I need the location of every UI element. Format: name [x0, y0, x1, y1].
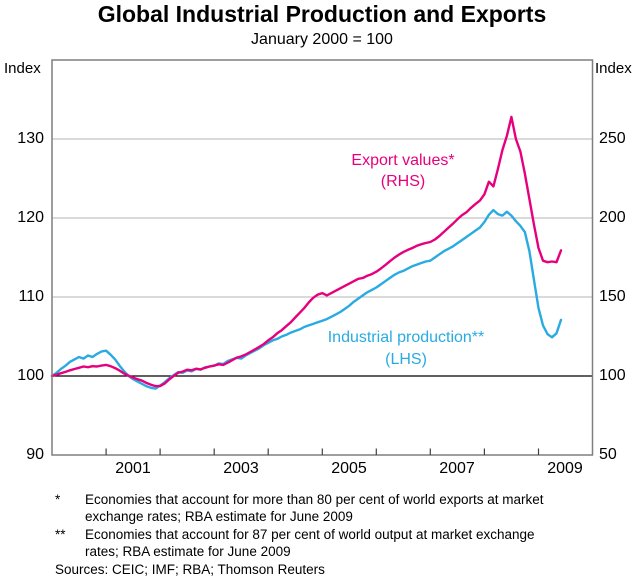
- right-axis-unit-label: Index: [595, 60, 632, 77]
- footnote-marker-exports: *: [55, 492, 61, 507]
- chart-title: Global Industrial Production and Exports: [97, 1, 547, 27]
- right-axis-tick-label: 150: [599, 288, 626, 305]
- industrial-production-series-label: Industrial production**: [327, 329, 485, 346]
- x-axis-year-label: 2009: [547, 460, 583, 477]
- x-axis-year-label: 2007: [439, 460, 475, 477]
- footnote-exports: * Economies that account for more than 8…: [55, 491, 560, 526]
- right-axis-tick-label: 100: [599, 367, 626, 384]
- footnote-marker-output: **: [55, 526, 66, 542]
- footnote-text-exports: Economies that account for more than 80 …: [85, 492, 544, 525]
- industrial-production-line: [50, 208, 563, 390]
- right-axis-tick-label: 50: [599, 446, 617, 463]
- left-axis-unit-label: Index: [4, 60, 41, 77]
- export-values-axis-note: (RHS): [380, 173, 426, 190]
- footnotes: * Economies that account for more than 8…: [55, 491, 560, 578]
- right-axis-tick-label: 200: [599, 209, 626, 226]
- x-axis-year-label: 2003: [223, 460, 259, 477]
- footnote-output: ** Economies that account for 87 per cen…: [55, 526, 560, 561]
- left-axis-tick-label: 90: [26, 446, 44, 463]
- left-axis-tick-label: 120: [17, 209, 44, 226]
- left-axis-tick-label: 110: [18, 288, 44, 305]
- export-values-line: [50, 115, 563, 388]
- left-axis-tick-label: 130: [17, 130, 44, 147]
- export-values-series-label: Export values*: [351, 152, 455, 169]
- x-axis-year-label: 2005: [331, 460, 367, 477]
- right-axis-tick-label: 250: [599, 130, 626, 147]
- chart-subtitle: January 2000 = 100: [251, 31, 393, 48]
- sources-line: Sources: CEIC; IMF; RBA; Thomson Reuters: [55, 561, 325, 577]
- left-axis-tick-label: 100: [17, 367, 44, 384]
- footnote-text-output: Economies that account for 87 per cent o…: [85, 526, 535, 560]
- industrial-production-axis-note: (LHS): [385, 351, 427, 368]
- x-axis-year-label: 2001: [115, 460, 151, 477]
